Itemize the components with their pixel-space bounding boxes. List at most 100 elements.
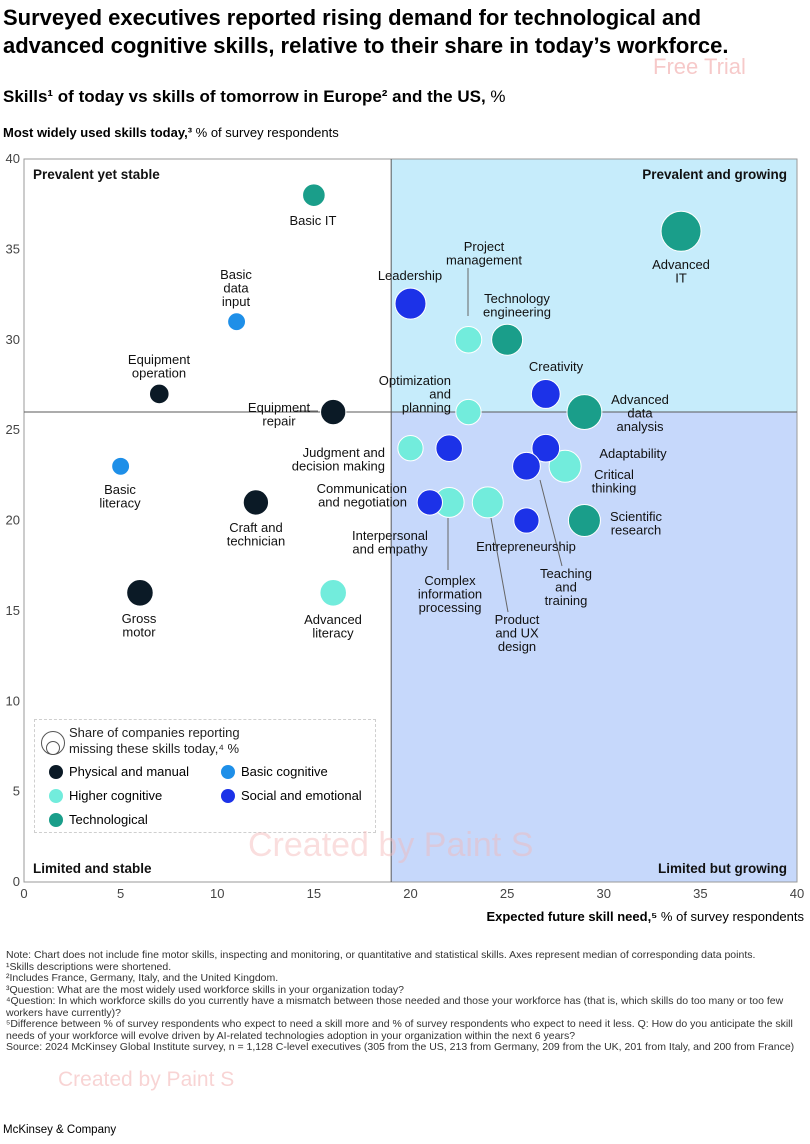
y-axis-title-bold: Most widely used skills today,³	[3, 125, 193, 140]
quadrant-label: Prevalent and growing	[642, 167, 787, 182]
data-point	[471, 486, 504, 519]
x-tick-label: 40	[790, 886, 804, 900]
data-label: Product and UX design	[495, 612, 540, 654]
data-label: Critical thinking	[592, 467, 637, 496]
data-point	[416, 489, 443, 516]
axes: 0 5 10 15 20 25 30 35 40 0 5 10 15 20 25 30 35 40 Prevalen…	[6, 151, 805, 900]
x-tick-label: 35	[693, 886, 707, 900]
data-point	[320, 398, 347, 426]
scatter-chart: 0 5 10 15 20 25 30 35 40 0 5 10 15 20 25 30 35 40 Prevalen…	[6, 151, 805, 900]
data-point	[567, 504, 601, 537]
data-label: Advanced IT	[652, 257, 710, 286]
quadrant-backgrounds	[391, 159, 797, 882]
y-axis-title-unit: % of survey respondents	[195, 125, 339, 140]
data-point	[548, 449, 582, 483]
data-point	[242, 489, 270, 516]
data-label: Judgment and decision making	[292, 445, 385, 474]
y-tick-label: 25	[6, 422, 20, 437]
y-tick-label: 35	[6, 241, 20, 256]
x-axis-title-unit: % of survey respondents	[660, 909, 804, 924]
x-axis-title: Expected future skill need,⁵ % of survey…	[486, 908, 804, 926]
data-point	[227, 312, 247, 332]
data-label: Creativity	[529, 359, 584, 374]
data-point	[302, 183, 326, 207]
legend-item-higher-cognitive: Higher cognitive	[49, 788, 162, 803]
data-point	[491, 323, 524, 356]
x-tick-label: 10	[210, 886, 224, 900]
x-tick-label: 5	[117, 886, 124, 900]
legend-item-basic-cognitive: Basic cognitive	[221, 764, 328, 779]
legend-label-physical: Physical and manual	[69, 764, 189, 779]
data-points	[111, 183, 702, 607]
data-label: Leadership	[378, 268, 442, 283]
chart-subtitle: Skills¹ of today vs skills of tomorrow i…	[3, 86, 506, 108]
legend-label-higher-cognitive: Higher cognitive	[69, 788, 163, 803]
data-point	[660, 210, 702, 252]
data-label: Interpersonal and empathy	[352, 528, 428, 557]
data-point	[454, 325, 483, 354]
legend-size-label: Share of companies reporting missing the…	[69, 725, 240, 756]
footnote-2: ²Includes France, Germany, Italy, and th…	[6, 972, 279, 984]
data-point	[397, 435, 424, 462]
footnotes: Note: Chart does not include fine motor …	[6, 949, 796, 1054]
footnote-4: ⁴Question: In which workforce skills do …	[6, 995, 784, 1019]
label-leader-line	[539, 479, 563, 567]
footnote-3: ³Question: What are the most widely used…	[6, 983, 405, 996]
x-axis-title-bold: Expected future skill need,⁵	[486, 909, 658, 924]
y-tick-label: 30	[6, 332, 20, 347]
data-label: Technology engineering	[483, 291, 551, 320]
y-tick-label: 20	[6, 513, 20, 528]
quadrant-label: Limited and stable	[33, 861, 152, 876]
data-label: Gross motor	[122, 611, 157, 640]
data-label: Equipment operation	[128, 352, 191, 381]
watermark-created-by-footer: Created by Paint S	[58, 1068, 235, 1091]
legend-item-physical: Physical and manual	[49, 764, 189, 779]
data-label: Teaching and training	[540, 566, 592, 608]
legend-size-circle-small	[46, 741, 60, 755]
data-label: Complex information processing	[418, 573, 482, 615]
data-point	[319, 579, 347, 607]
x-tick-label: 25	[500, 886, 514, 900]
footnote-note: Note: Chart does not include fine motor …	[6, 949, 756, 961]
y-tick-label: 40	[6, 151, 20, 166]
data-point	[513, 507, 540, 534]
chart-legend: Share of companies reporting missing the…	[34, 719, 376, 833]
data-labels: Basic IT Advanced IT Technology engineering A…	[99, 213, 710, 654]
headline: Surveyed executives reported rising dema…	[3, 5, 729, 58]
quadrant-label: Limited but growing	[658, 861, 787, 876]
y-tick-label: 5	[13, 784, 20, 799]
brand-name: McKinsey & Company	[3, 1124, 117, 1136]
legend-label-technological: Technological	[69, 812, 148, 827]
x-tick-label: 15	[307, 886, 321, 900]
legend-label-basic-cognitive: Basic cognitive	[241, 764, 328, 779]
data-label: Basic IT	[290, 213, 337, 228]
subtitle-bold: Skills¹ of today vs skills of tomorrow i…	[3, 87, 486, 106]
data-label: Scientific research	[610, 509, 663, 538]
legend-label-social: Social and emotional	[241, 788, 362, 803]
data-label: Communication and negotiation	[317, 481, 407, 510]
legend-swatch-technological	[49, 812, 63, 827]
y-tick-label: 10	[6, 693, 20, 708]
data-label: Advanced data analysis	[611, 392, 669, 434]
label-leader-line	[490, 517, 509, 613]
footnote-1: ¹Skills descriptions were shortened.	[6, 960, 172, 973]
data-point	[531, 433, 561, 463]
data-point	[435, 434, 463, 462]
data-point	[512, 451, 541, 481]
y-tick-label: 0	[13, 874, 20, 889]
data-label: Optimization and planning	[379, 373, 451, 415]
data-point	[126, 579, 154, 607]
data-label: Project management	[446, 239, 522, 268]
y-axis-title: Most widely used skills today,³ % of sur…	[3, 124, 339, 142]
y-tick-label: 15	[6, 603, 20, 618]
legend-item-social: Social and emotional	[221, 788, 362, 803]
data-label: Basic data input	[220, 267, 252, 309]
data-point	[148, 383, 170, 405]
footnote-source: Source: 2024 McKinsey Global Institute s…	[6, 1041, 795, 1053]
x-tick-label: 0	[20, 886, 27, 900]
data-label: Craft and technician	[227, 520, 286, 549]
data-label: Basic literacy	[99, 482, 141, 511]
data-point	[530, 379, 561, 409]
data-point	[394, 287, 427, 320]
data-label: Advanced literacy	[304, 612, 362, 641]
